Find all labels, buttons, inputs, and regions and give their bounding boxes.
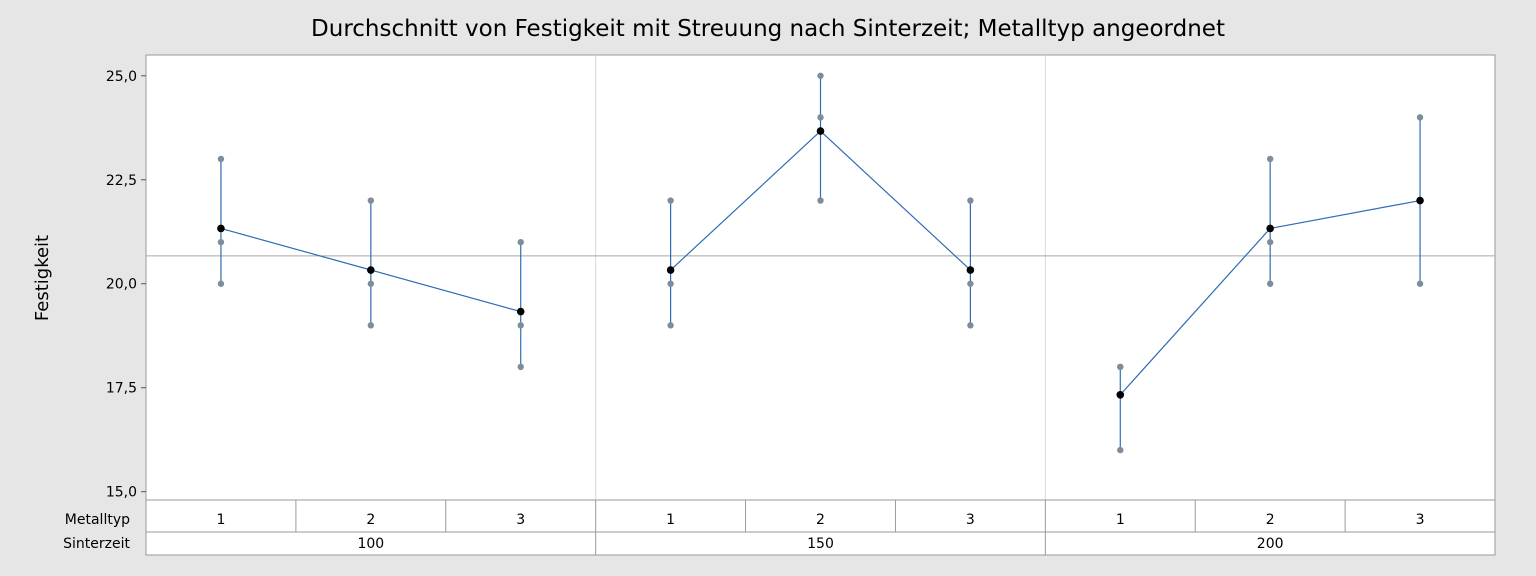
- data-point: [817, 197, 824, 204]
- metalltyp-label: 2: [366, 512, 375, 528]
- y-tick-label: 22,5: [106, 173, 137, 189]
- data-point: [1416, 280, 1424, 287]
- mean-point: [516, 307, 525, 316]
- y-tick-label: 15,0: [106, 485, 137, 501]
- mean-point: [816, 127, 825, 135]
- data-point: [1266, 280, 1274, 287]
- metalltyp-label: 3: [1416, 512, 1425, 528]
- data-point: [967, 197, 974, 204]
- data-point: [217, 155, 225, 163]
- data-point: [217, 280, 225, 287]
- data-point: [817, 114, 824, 121]
- panel-separators: [595, 55, 1046, 500]
- data-point: [967, 322, 974, 329]
- data-point: [367, 280, 375, 287]
- data-point: [967, 280, 974, 287]
- sinterzeit-label: 100: [357, 536, 384, 552]
- row-label-metalltyp: Metalltyp: [65, 512, 130, 528]
- mean-point: [966, 266, 975, 274]
- data-point: [1266, 238, 1274, 246]
- mean-point: [1266, 224, 1274, 233]
- data-point: [1266, 155, 1274, 163]
- metalltyp-label: 3: [516, 512, 525, 528]
- data-point: [367, 322, 375, 329]
- metalltyp-label: 2: [816, 512, 825, 528]
- y-tick-label: 25,0: [106, 69, 137, 85]
- data-point: [817, 72, 824, 79]
- data-point: [517, 238, 524, 246]
- y-tick-label: 17,5: [106, 381, 137, 397]
- data-point: [217, 238, 225, 246]
- data-point: [517, 363, 524, 371]
- mean-point: [367, 266, 375, 274]
- table-frame: [145, 499, 1496, 556]
- data-point: [667, 280, 674, 287]
- data-point: [1117, 446, 1124, 454]
- data-point: [367, 197, 375, 204]
- data-point: [1117, 363, 1124, 371]
- y-axis-label: Festigkeit: [32, 235, 53, 321]
- data-point: [667, 322, 674, 329]
- row-label-sinterzeit: Sinterzeit: [63, 536, 130, 552]
- data-point: [667, 197, 674, 204]
- metalltyp-label: 2: [1266, 512, 1275, 528]
- metalltyp-label: 1: [216, 512, 225, 528]
- y-axis: 15,0 17,5 20,0 22,5 25,0: [106, 69, 146, 501]
- metalltyp-label: 1: [1116, 512, 1125, 528]
- metalltyp-label: 3: [966, 512, 975, 528]
- data-point: [1416, 114, 1424, 121]
- mean-point: [217, 224, 225, 233]
- data-point: [517, 322, 524, 329]
- metalltyp-label: 1: [666, 512, 675, 528]
- y-tick-label: 20,0: [106, 277, 137, 293]
- chart-title: Durchschnitt von Festigkeit mit Streuung…: [311, 16, 1225, 42]
- category-table: Metalltyp Sinterzeit 1 2 3 1 2 3 1 2 3 100 150 200: [63, 499, 1496, 556]
- mean-point: [1116, 390, 1125, 399]
- mean-point: [666, 266, 675, 274]
- sinterzeit-label: 200: [1257, 536, 1284, 552]
- sinterzeit-label: 150: [807, 536, 834, 552]
- mean-point: [1416, 196, 1424, 205]
- series-group: [217, 72, 1424, 454]
